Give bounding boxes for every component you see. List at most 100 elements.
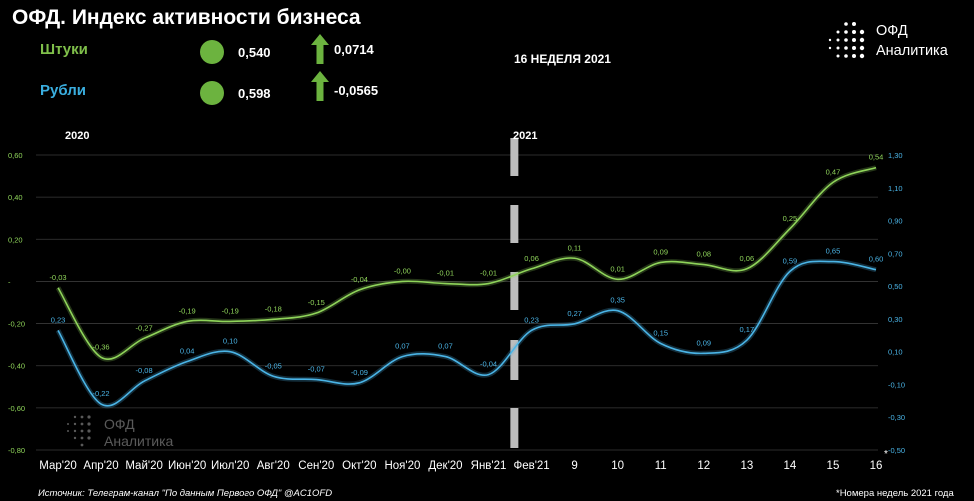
y-left-tick-label: -0,20: [8, 320, 25, 329]
watermark-line1: ОФД: [104, 416, 135, 432]
arrow-up-icon: [311, 34, 329, 64]
watermark-line2: Аналитика: [104, 433, 174, 449]
y-right-tick-label: 1,30: [888, 151, 903, 160]
data-label: 0,60: [869, 255, 884, 264]
logo-dots-icon: [828, 22, 865, 59]
separator-segment: [510, 138, 519, 176]
separator-segment: [510, 340, 519, 380]
y-right-tick-label: 0,10: [888, 348, 903, 357]
x-tick-label: 15: [827, 460, 840, 472]
x-tick-label: Июн'20: [168, 460, 206, 472]
grid-lines: [36, 154, 878, 451]
x-tick-label: Май'20: [125, 460, 163, 472]
series-line-pieces: [57, 166, 877, 360]
data-label: 0,06: [524, 254, 539, 263]
watermark-logo: ОФД Аналитика: [67, 415, 174, 449]
logo: ОФД Аналитика: [824, 18, 964, 66]
separator-segment: [510, 272, 519, 310]
y-right-tick-label: 0,90: [888, 217, 903, 226]
logo-line1: ОФД: [876, 23, 908, 39]
separator-segment: [510, 408, 519, 448]
y-axis-left: 0,60 0,40 0,20 - -0,20 -0,40 -0,60 -0,80: [8, 151, 25, 455]
y-right-tick-label: -0,10: [888, 380, 905, 389]
metric-name-rubles: Рубли: [40, 82, 86, 99]
data-label: -0,18: [265, 304, 282, 313]
x-tick-label: Фев'21: [513, 460, 549, 472]
x-tick-label: 12: [697, 460, 710, 472]
source-note: Источник: Телеграм-канал "По данным Перв…: [38, 488, 333, 499]
data-label: 0,27: [567, 309, 582, 318]
series-line-rubles: [57, 260, 877, 407]
status-dot: [200, 40, 224, 64]
data-label: -0,19: [179, 306, 196, 315]
data-label: -0,00: [394, 266, 411, 275]
footnote: *Номера недель 2021 года: [836, 488, 954, 499]
data-label: -0,03: [49, 273, 66, 282]
x-tick-label: Ноя'20: [384, 460, 420, 472]
data-label: -0,36: [92, 342, 109, 351]
data-label: 0,08: [696, 250, 711, 259]
data-label: -0,07: [308, 365, 325, 374]
x-tick-label: Апр'20: [83, 460, 118, 472]
data-labels: -0,03 -0,36 -0,27 -0,19 -0,19 -0,18 -0,15 -0,04…: [49, 153, 883, 398]
y-left-tick-label: 0,20: [8, 235, 23, 244]
data-label: 0,23: [524, 315, 539, 324]
data-label: 0,35: [610, 296, 625, 305]
y-left-tick-label: -0,80: [8, 446, 25, 455]
data-label: -0,22: [92, 389, 109, 398]
year-separator: [510, 138, 519, 448]
y-left-tick-label: -: [8, 277, 11, 286]
data-label: -0,04: [351, 275, 368, 284]
x-axis: Мар'20 Апр'20 Май'20 Июн'20 Июл'20 Авг'20 Сен'…: [39, 460, 882, 472]
data-label: 0,01: [610, 264, 625, 273]
data-label: -0,08: [136, 366, 153, 375]
y-left-tick-label: 0,60: [8, 151, 23, 160]
logo-line2: Аналитика: [876, 43, 948, 59]
data-label: -0,09: [351, 368, 368, 377]
x-tick-label: 9: [571, 460, 577, 472]
arrow-up-icon: [311, 71, 329, 101]
y-right-tick-label: 0,30: [888, 315, 903, 324]
data-label: -0,19: [222, 306, 239, 315]
data-label: -0,27: [136, 323, 153, 332]
x-tick-label: 16: [870, 460, 883, 472]
x-tick-label: Июл'20: [211, 460, 249, 472]
y-right-tick-label: 0,50: [888, 282, 903, 291]
week-label: 16 НЕДЕЛЯ 2021: [514, 52, 611, 66]
x-tick-label: Мар'20: [39, 460, 77, 472]
metric-delta-rubles: -0,0565: [334, 83, 379, 98]
data-label: -0,01: [480, 269, 497, 278]
x-tick-label: Дек'20: [428, 460, 462, 472]
x-tick-label: 13: [740, 460, 753, 472]
page-title: ОФД. Индекс активности бизнеса: [12, 6, 361, 29]
data-label: -0,15: [308, 298, 325, 307]
data-label: 0,17: [740, 325, 755, 334]
metric-value-rubles: 0,598: [238, 86, 271, 101]
y-left-tick-label: -0,60: [8, 404, 25, 413]
data-label: 0,09: [653, 247, 668, 256]
separator-segment: [510, 205, 519, 243]
data-label: 0,54: [869, 153, 884, 162]
metric-delta-pieces: 0,0714: [334, 42, 374, 57]
y-right-tick-label: -0,50: [888, 446, 905, 455]
data-label: 0,09: [696, 338, 711, 347]
series-lines: [55, 165, 877, 409]
x-tick-label: 10: [611, 460, 624, 472]
y-right-tick-label: 1,10: [888, 184, 903, 193]
data-label: 0,04: [180, 347, 195, 356]
data-label: 0,25: [783, 214, 798, 223]
data-label: 0,07: [438, 342, 453, 351]
data-label: -0,01: [437, 269, 454, 278]
footnote-star: *: [884, 449, 888, 460]
data-label: 0,15: [653, 328, 668, 337]
data-label: 0,23: [51, 315, 66, 324]
y-axis-right: 1,30 1,10 0,90 0,70 0,50 0,30 0,10 -0,10 -0,30 -0…: [888, 151, 905, 455]
data-label: 0,07: [395, 342, 410, 351]
x-tick-label: 14: [783, 460, 796, 472]
x-tick-label: Окт'20: [342, 460, 376, 472]
y-left-tick-label: 0,40: [8, 193, 23, 202]
year-label-2020: 2020: [65, 130, 90, 142]
data-label: 0,47: [826, 167, 841, 176]
data-label: -0,04: [480, 360, 497, 369]
